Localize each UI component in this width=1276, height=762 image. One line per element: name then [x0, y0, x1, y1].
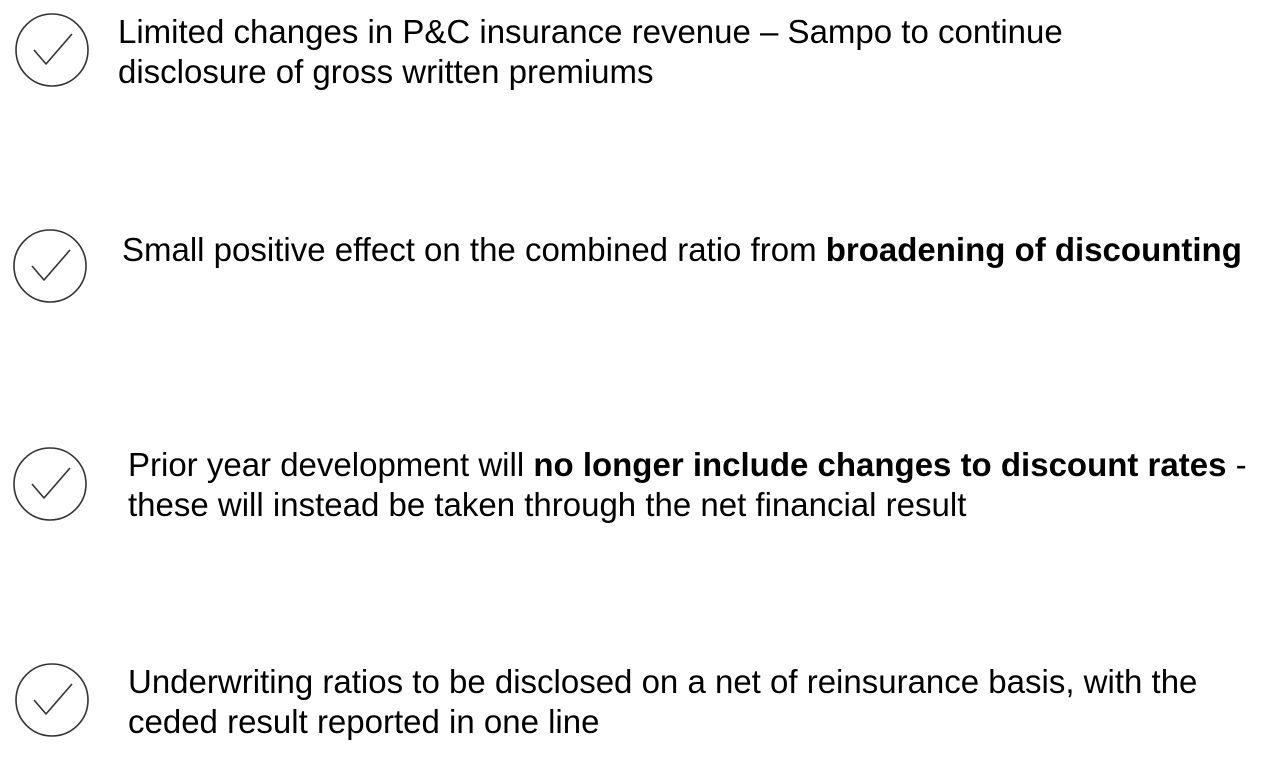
text-segment: - these will instead be taken through th…	[128, 446, 1247, 523]
bold-text: no longer include changes to discount ra…	[533, 446, 1227, 483]
check-icon	[13, 447, 87, 521]
bold-text: broadening of discounting	[825, 231, 1242, 268]
text-segment: Limited changes in P&C insurance revenue…	[118, 13, 1063, 90]
check-icon	[15, 663, 89, 737]
check-icon	[13, 229, 87, 303]
text-segment: Underwriting ratios to be disclosed on a…	[128, 663, 1198, 740]
bullet-text: Small positive effect on the combined ra…	[122, 230, 1262, 270]
bullet-text: Prior year development will no longer in…	[128, 445, 1276, 525]
text-segment: Small positive effect on the combined ra…	[122, 231, 826, 268]
bullet-text: Limited changes in P&C insurance revenue…	[118, 12, 1193, 92]
check-icon	[15, 13, 89, 87]
bullet-text: Underwriting ratios to be disclosed on a…	[128, 662, 1276, 742]
text-segment: Prior year development will	[128, 446, 534, 483]
